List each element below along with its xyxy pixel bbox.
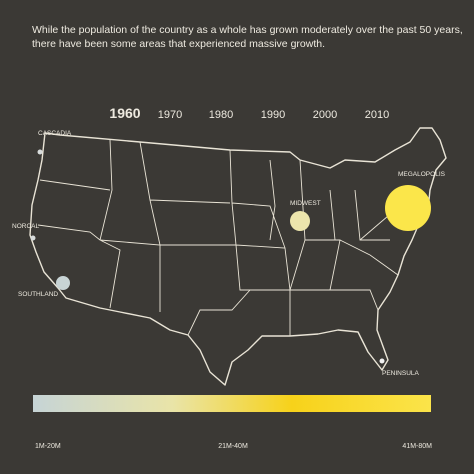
year-tab[interactable]: 1980: [209, 109, 233, 121]
regions: CASCADIA NORCAL SOUTHLAND MIDWEST MEGALO…: [12, 130, 446, 377]
year-tab[interactable]: 2010: [365, 109, 389, 121]
year-tab[interactable]: 1960: [109, 105, 140, 121]
region-bubble: [30, 235, 36, 241]
year-tab[interactable]: 1990: [261, 109, 285, 121]
region-label: SOUTHLAND: [18, 291, 58, 298]
region-bubble: [290, 211, 310, 231]
legend-bar: [33, 395, 431, 412]
region-label: CASCADIA: [38, 130, 72, 137]
region-label: MIDWEST: [290, 200, 321, 207]
us-map: [29, 127, 447, 386]
region-label: MEGALOPOLIS: [398, 171, 446, 178]
region-label: PENINSULA: [382, 370, 420, 377]
legend-label: 41M-80M: [402, 443, 432, 450]
region-bubble: [56, 276, 70, 290]
legend-label: 21M-40M: [218, 443, 248, 450]
region-bubble: [379, 358, 385, 364]
intro-text: there have been some areas that experien…: [32, 38, 325, 50]
year-tab[interactable]: 1970: [158, 109, 182, 121]
intro-text: While the population of the country as a…: [32, 24, 463, 36]
region-bubble: [37, 149, 43, 155]
region-bubble: [385, 185, 431, 231]
legend-label: 1M-20M: [35, 443, 61, 450]
timeline: 1960 1970 1980 1990 2000 2010: [109, 105, 389, 121]
region-label: NORCAL: [12, 223, 39, 230]
year-tab[interactable]: 2000: [313, 109, 337, 121]
